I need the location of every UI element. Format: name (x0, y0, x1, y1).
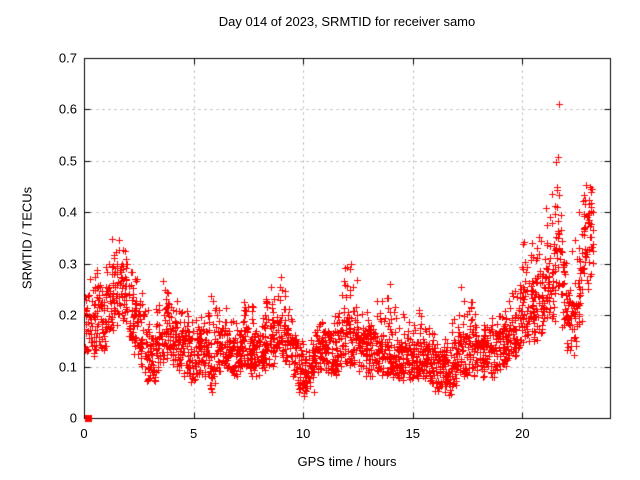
y-tick-label: 0.4 (58, 204, 77, 220)
x-axis-label: GPS time / hours (297, 454, 397, 469)
y-axis-label: SRMTID / TECUs (19, 186, 35, 290)
x-tick-label: 10 (295, 426, 311, 441)
y-tick-label: 0.6 (58, 101, 77, 117)
x-tick-label: 5 (189, 426, 198, 441)
y-tick-label: 0.3 (58, 256, 77, 272)
y-tick-label: 0.2 (58, 307, 77, 323)
x-tick-label: 0 (80, 426, 88, 441)
y-tick-label: 0 (69, 410, 77, 426)
x-tick-label: 15 (405, 426, 420, 441)
chart-title: Day 014 of 2023, SRMTID for receiver sam… (218, 14, 476, 29)
y-tick-label: 0.1 (58, 359, 77, 375)
x-tick-label: 20 (515, 426, 530, 441)
y-tick-label: 0.7 (58, 50, 77, 66)
y-tick-label: 0.5 (58, 153, 77, 169)
